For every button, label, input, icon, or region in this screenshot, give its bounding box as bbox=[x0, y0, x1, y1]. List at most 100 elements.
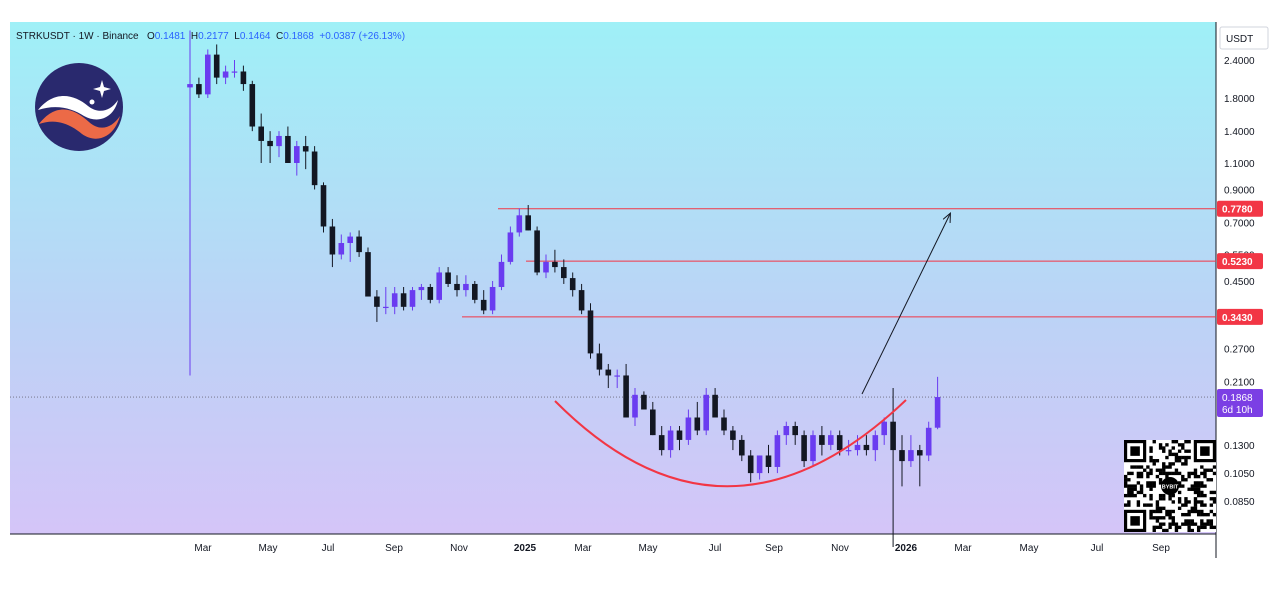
price-level-tag[interactable]: 0.3430 bbox=[1217, 308, 1263, 325]
candle-body[interactable] bbox=[845, 450, 852, 452]
candle-body[interactable] bbox=[587, 310, 594, 354]
candle-body[interactable] bbox=[694, 417, 701, 431]
candle-body[interactable] bbox=[480, 299, 487, 311]
candle-body[interactable] bbox=[507, 232, 514, 262]
price-level-tag[interactable]: 0.5230 bbox=[1217, 253, 1263, 270]
candle-body[interactable] bbox=[739, 439, 745, 456]
candle-body[interactable] bbox=[356, 236, 362, 253]
price-chart[interactable]: USDT 2.4000 1.8000 1.4000 1.1000 0.9000 0.7000… bbox=[10, 22, 1270, 558]
candle-body[interactable] bbox=[667, 430, 674, 451]
candle-body[interactable] bbox=[374, 296, 380, 307]
candle-body[interactable] bbox=[721, 417, 727, 431]
candle-body[interactable] bbox=[302, 146, 309, 152]
candle-body[interactable] bbox=[205, 54, 211, 95]
candle-body[interactable] bbox=[249, 84, 256, 127]
candle-body[interactable] bbox=[409, 290, 416, 307]
candle-body[interactable] bbox=[890, 421, 896, 451]
candle-body[interactable] bbox=[561, 267, 567, 279]
candle-body[interactable] bbox=[347, 236, 353, 244]
candle-body[interactable] bbox=[658, 435, 665, 451]
close-value: 0.1868 bbox=[283, 31, 314, 42]
candle-body[interactable] bbox=[222, 71, 229, 78]
candle-body[interactable] bbox=[276, 135, 282, 147]
candle-body[interactable] bbox=[294, 146, 300, 163]
candle-body[interactable] bbox=[650, 409, 656, 436]
candle-body[interactable] bbox=[463, 283, 469, 291]
candle-body[interactable] bbox=[338, 243, 345, 255]
candle-body[interactable] bbox=[792, 426, 798, 436]
candle-body[interactable] bbox=[454, 283, 460, 291]
candle-body[interactable] bbox=[240, 71, 247, 85]
candle-body[interactable] bbox=[774, 435, 781, 467]
candle-body[interactable] bbox=[854, 444, 861, 451]
candle-body[interactable] bbox=[632, 394, 638, 418]
candle-body[interactable] bbox=[285, 135, 291, 163]
candle-body[interactable] bbox=[605, 369, 612, 376]
candle-body[interactable] bbox=[881, 421, 887, 436]
candle-body[interactable] bbox=[329, 226, 336, 255]
projection-arrow[interactable] bbox=[861, 214, 950, 395]
candle-body[interactable] bbox=[917, 450, 923, 456]
close-label: C bbox=[276, 31, 284, 42]
candle-body[interactable] bbox=[828, 435, 834, 445]
candle-body[interactable] bbox=[730, 430, 736, 440]
candle-body[interactable] bbox=[703, 394, 709, 431]
candle-body[interactable] bbox=[578, 290, 585, 311]
candle-body[interactable] bbox=[436, 272, 442, 300]
rounding-bottom-arc[interactable] bbox=[554, 399, 907, 488]
y-tick-label: 2.4000 bbox=[1224, 56, 1255, 67]
candle-body[interactable] bbox=[641, 394, 647, 410]
candle-body[interactable] bbox=[747, 455, 754, 474]
candle-body[interactable] bbox=[543, 261, 549, 273]
candle-body[interactable] bbox=[525, 215, 531, 231]
price-level-tag[interactable]: 0.7780 bbox=[1217, 200, 1263, 217]
candle-body[interactable] bbox=[596, 353, 603, 370]
candle-body[interactable] bbox=[418, 286, 425, 291]
x-tick-label: 2026 bbox=[895, 543, 918, 554]
candle-body[interactable] bbox=[623, 375, 629, 418]
candle-body[interactable] bbox=[614, 375, 620, 377]
candle-body[interactable] bbox=[934, 397, 941, 428]
candle-body[interactable] bbox=[231, 71, 238, 73]
candle-body[interactable] bbox=[213, 54, 220, 78]
currency-badge[interactable]: USDT bbox=[1219, 26, 1269, 50]
candle-body[interactable] bbox=[836, 435, 843, 451]
candle-body[interactable] bbox=[320, 185, 327, 227]
bybit-qr-code[interactable]: BYBIT bbox=[1124, 440, 1216, 532]
candle-body[interactable] bbox=[383, 306, 389, 309]
candle-body[interactable] bbox=[534, 230, 540, 273]
symbol-label[interactable]: STRKUSDT · 1W · Binance bbox=[16, 31, 139, 42]
candle-body[interactable] bbox=[801, 435, 807, 462]
candle-body[interactable] bbox=[872, 435, 879, 451]
candle-body[interactable] bbox=[400, 293, 407, 307]
candle-body[interactable] bbox=[196, 84, 202, 95]
candle-body[interactable] bbox=[445, 272, 451, 284]
candle-body[interactable] bbox=[516, 215, 523, 233]
candle-body[interactable] bbox=[258, 126, 264, 141]
candle-body[interactable] bbox=[311, 151, 318, 186]
candle-body[interactable] bbox=[489, 286, 496, 311]
candle-body[interactable] bbox=[863, 444, 870, 451]
candle-body[interactable] bbox=[472, 283, 478, 300]
candle-body[interactable] bbox=[267, 140, 273, 147]
candle-body[interactable] bbox=[569, 278, 576, 291]
candle-body[interactable] bbox=[187, 84, 193, 88]
candle-body[interactable] bbox=[756, 455, 763, 474]
candle-body[interactable] bbox=[925, 427, 932, 456]
candle-body[interactable] bbox=[810, 435, 816, 462]
candle-body[interactable] bbox=[783, 426, 790, 436]
candle-body[interactable] bbox=[819, 435, 825, 445]
candle-body[interactable] bbox=[365, 252, 371, 297]
candle-body[interactable] bbox=[712, 394, 718, 418]
candle-body[interactable] bbox=[676, 430, 683, 440]
candle-body[interactable] bbox=[391, 293, 398, 307]
candle-body[interactable] bbox=[685, 417, 692, 440]
candle-body[interactable] bbox=[427, 286, 434, 300]
candle-body[interactable] bbox=[552, 261, 558, 268]
candle-body[interactable] bbox=[765, 455, 772, 467]
candle-body[interactable] bbox=[899, 450, 905, 462]
candle-body[interactable] bbox=[498, 261, 505, 287]
candle-body[interactable] bbox=[908, 450, 914, 462]
y-tick-label: 0.1300 bbox=[1224, 441, 1255, 452]
